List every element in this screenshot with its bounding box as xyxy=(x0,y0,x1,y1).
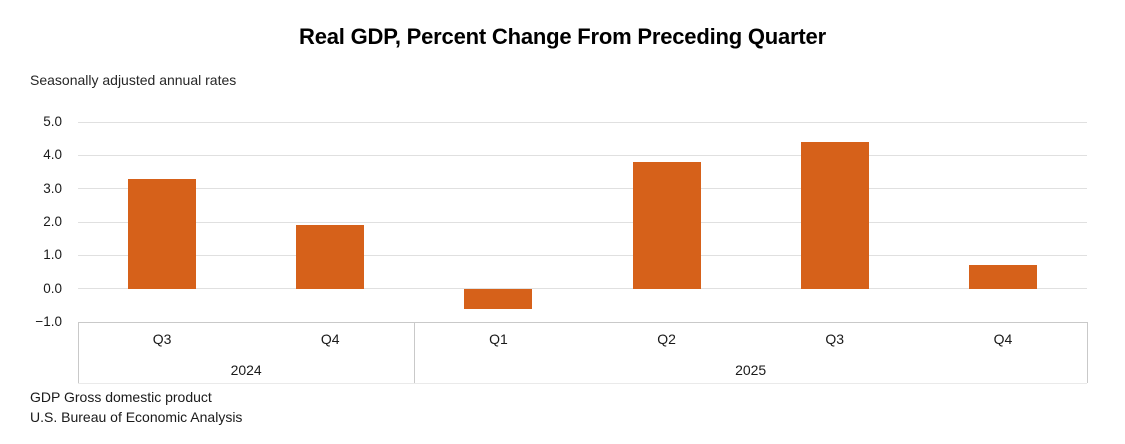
x-axis-quarter-label: Q3 xyxy=(825,331,845,347)
bar xyxy=(464,288,533,309)
gridline xyxy=(78,254,1087,256)
bar xyxy=(296,225,365,289)
chart-title: Real GDP, Percent Change From Preceding … xyxy=(299,24,826,49)
bar xyxy=(632,162,701,289)
y-axis-tick-label: 1.0 xyxy=(43,247,62,263)
x-axis-quarter-label: Q1 xyxy=(489,331,508,347)
x-axis-year-label: 2024 xyxy=(230,362,262,378)
y-axis-tick-label: −1.0 xyxy=(35,314,62,329)
footer-note-gdp: GDP Gross domestic product xyxy=(30,389,212,405)
y-axis-tick-label: 3.0 xyxy=(43,180,62,196)
y-axis-tick-label: 4.0 xyxy=(43,147,62,163)
footer-note-source: U.S. Bureau of Economic Analysis xyxy=(30,409,243,425)
gridline xyxy=(78,188,1087,190)
gridline xyxy=(78,221,1087,223)
gridline xyxy=(78,154,1087,156)
y-axis-tick-label: 5.0 xyxy=(43,114,62,129)
axis-box-top-line xyxy=(78,321,1087,323)
axis-box-divider-line xyxy=(413,322,415,383)
x-axis-year-label: 2025 xyxy=(735,362,767,378)
bar xyxy=(800,142,869,289)
y-axis-tick-label: 0.0 xyxy=(43,280,62,296)
gridline xyxy=(78,288,1087,290)
axis-box-divider-line xyxy=(77,322,79,383)
y-axis-tick-label: 2.0 xyxy=(43,214,62,229)
axis-box-divider-line xyxy=(1086,322,1088,383)
gridline xyxy=(78,121,1087,123)
x-axis-quarter-label: Q2 xyxy=(657,331,676,347)
chart-subtitle: Seasonally adjusted annual rates xyxy=(30,72,237,88)
axis-box-bottom-line xyxy=(78,383,1087,384)
bar xyxy=(968,265,1037,289)
x-axis-quarter-label: Q4 xyxy=(993,331,1013,347)
bar xyxy=(128,178,197,289)
x-axis-quarter-label: Q3 xyxy=(152,331,172,347)
x-axis-quarter-label: Q4 xyxy=(320,331,340,347)
